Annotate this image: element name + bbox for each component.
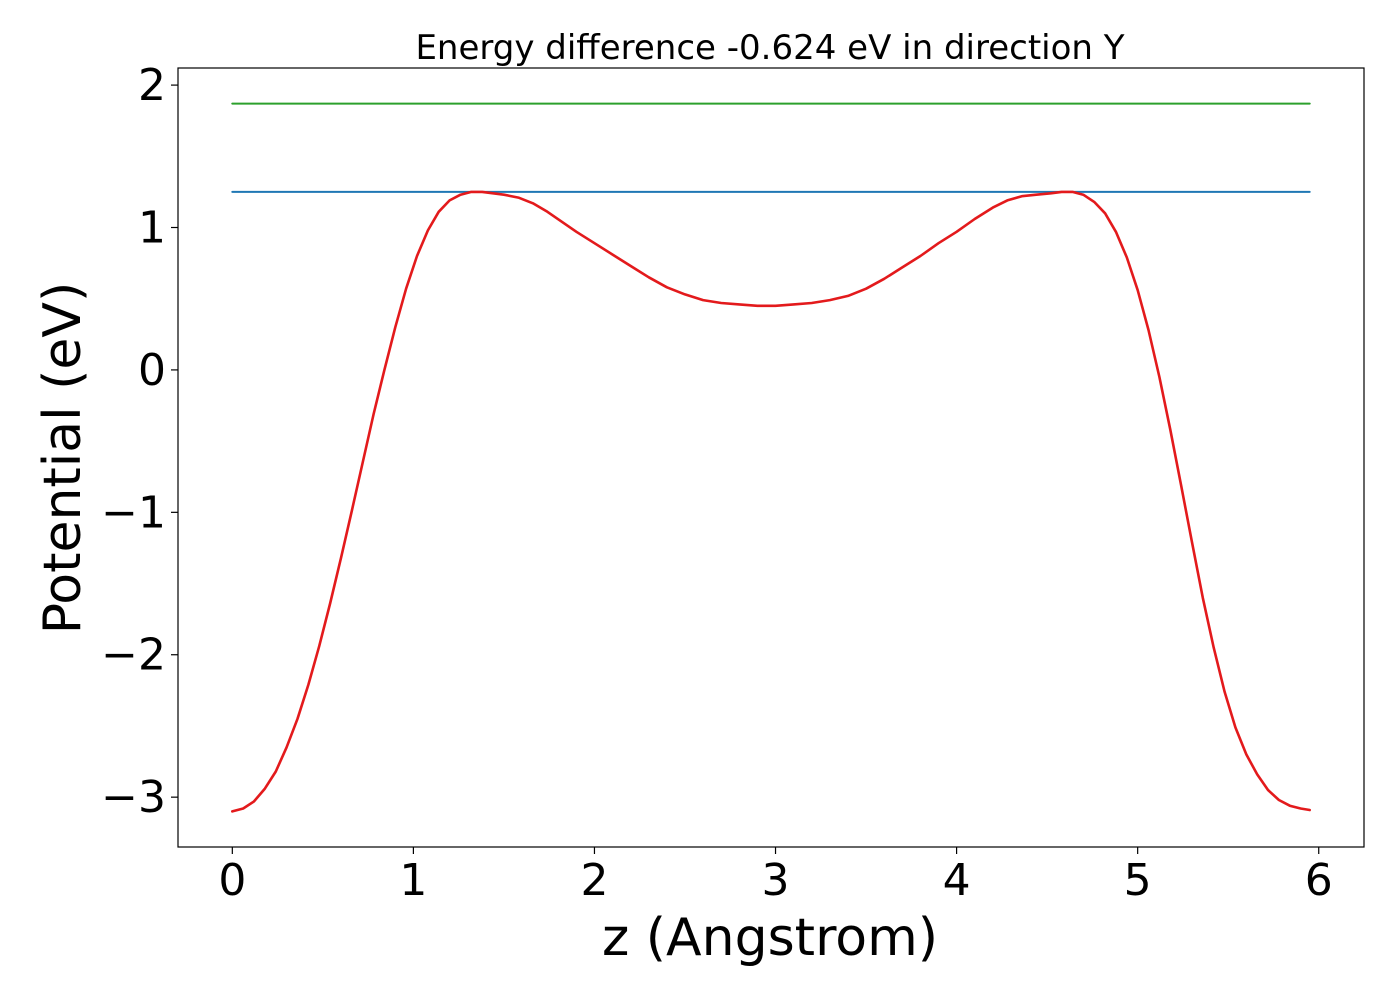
y-tick-label: −2 bbox=[101, 630, 166, 681]
x-tick-label: 0 bbox=[218, 855, 246, 906]
x-axis: 0 1 2 3 4 5 6 bbox=[218, 847, 1333, 906]
x-tick-label: 1 bbox=[399, 855, 427, 906]
x-axis-title: z (Angstrom) bbox=[602, 908, 938, 968]
y-tick-label: −1 bbox=[101, 487, 166, 538]
y-axis: −3 −2 −1 0 1 2 bbox=[101, 60, 178, 823]
series-layer bbox=[231, 102, 1311, 813]
x-tick-label: 6 bbox=[1305, 855, 1333, 906]
chart-title: Energy difference -0.624 eV in direction… bbox=[415, 28, 1124, 68]
x-tick-label: 3 bbox=[762, 855, 790, 906]
plot-frame bbox=[177, 67, 1365, 848]
x-tick-label: 4 bbox=[943, 855, 971, 906]
y-tick-label: 2 bbox=[138, 60, 166, 111]
y-axis-title: Potential (eV) bbox=[33, 282, 93, 634]
x-tick-label: 5 bbox=[1124, 855, 1152, 906]
x-tick-label: 2 bbox=[580, 855, 608, 906]
y-tick-label: −3 bbox=[101, 772, 166, 823]
y-tick-label: 0 bbox=[138, 345, 166, 396]
series-line-3 bbox=[231, 190, 1311, 813]
y-tick-label: 1 bbox=[138, 203, 166, 254]
